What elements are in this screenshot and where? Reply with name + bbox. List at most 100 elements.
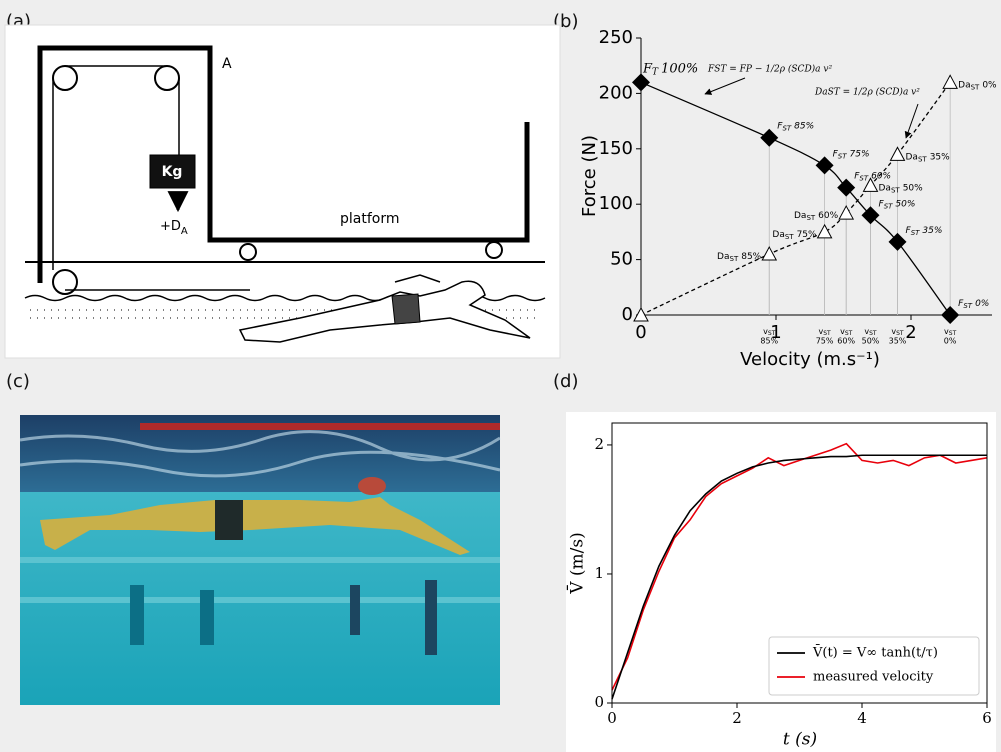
chart-bg bbox=[566, 412, 996, 752]
y-axis-label: V̄ (m/s) bbox=[565, 532, 587, 595]
label-part: F bbox=[642, 61, 653, 76]
diamond-marker bbox=[632, 73, 650, 92]
series-line bbox=[611, 454, 987, 700]
label-part: v bbox=[891, 327, 896, 336]
y-tick-label: 0 bbox=[622, 304, 633, 325]
ripples bbox=[19, 430, 501, 478]
label-part: 35% bbox=[922, 225, 942, 235]
point-label: DaST 0% bbox=[958, 80, 997, 92]
triangle-marker bbox=[816, 223, 833, 239]
lane-rope bbox=[140, 423, 500, 430]
arrow bbox=[904, 103, 919, 139]
label-part: ST bbox=[859, 175, 868, 183]
label-part: 100% bbox=[661, 61, 698, 76]
x-tick-label: 2 bbox=[732, 709, 742, 727]
v-axis-label: vST bbox=[763, 327, 776, 337]
frame bbox=[37, 45, 530, 283]
point-label: DaST 60% bbox=[794, 211, 839, 223]
triangle-marker bbox=[633, 306, 649, 322]
y-tick-label: 250 bbox=[599, 27, 633, 48]
triangle-marker bbox=[862, 177, 879, 192]
label-part: Da bbox=[879, 183, 891, 193]
v-axis-label: 85% bbox=[760, 337, 778, 346]
y-tick-label: 50 bbox=[610, 249, 633, 270]
tiles bbox=[20, 557, 500, 603]
x-axis-label: t (s) bbox=[783, 730, 817, 750]
lane-mark bbox=[425, 580, 437, 655]
y-tick-label: 200 bbox=[599, 82, 633, 103]
triangle-marker bbox=[889, 146, 906, 161]
diamond-marker bbox=[760, 128, 779, 147]
series-line bbox=[611, 442, 988, 691]
swimmer bbox=[40, 497, 470, 555]
label-part: ST bbox=[911, 229, 920, 237]
label-part: Da bbox=[794, 211, 806, 221]
label-part: ST bbox=[782, 125, 791, 133]
label-part: ST bbox=[730, 255, 739, 263]
label-part: 75% bbox=[797, 229, 817, 239]
label-part: F bbox=[906, 225, 912, 235]
point-label: FST 85% bbox=[777, 121, 814, 133]
label-part: ST bbox=[869, 330, 877, 337]
label-part: 85% bbox=[741, 252, 761, 262]
v-axis-label: 50% bbox=[862, 337, 880, 346]
water-dots bbox=[30, 309, 540, 319]
legend-label: measured velocity bbox=[813, 670, 934, 685]
chart-velocity: t (s) V̄ (m/s) 0 1 2 0 2 4 6 V̄(t) = V∞ tanh(t/… bbox=[565, 422, 992, 750]
annotation: FST = FP − 1/2ρ (SCD)a v² bbox=[707, 64, 832, 75]
v-axis-label: vST bbox=[864, 327, 877, 337]
label-part: F bbox=[854, 171, 860, 181]
label-part: v bbox=[864, 327, 869, 336]
label-part: 60% bbox=[818, 211, 838, 221]
label-part: ST bbox=[785, 233, 794, 241]
x-tick-label: 6 bbox=[982, 709, 992, 727]
y-tick-label: 1 bbox=[594, 564, 604, 582]
triangle-marker bbox=[942, 74, 958, 89]
point-label: DaST 85% bbox=[717, 252, 762, 264]
label-part: 60% bbox=[871, 171, 891, 181]
label-part: 50% bbox=[895, 199, 915, 209]
label-part: F bbox=[958, 299, 964, 309]
diamond-marker bbox=[888, 232, 907, 251]
label-part: T bbox=[652, 67, 659, 77]
label-part: v bbox=[944, 327, 949, 336]
lane-mark bbox=[200, 590, 214, 645]
label-part: v bbox=[763, 327, 768, 336]
label-part: Da bbox=[906, 152, 918, 162]
lane-mark bbox=[130, 585, 144, 645]
x-tick-label: 1 bbox=[770, 322, 781, 343]
triangle-marker bbox=[838, 205, 855, 220]
arrow bbox=[704, 77, 746, 95]
point-label: FST 75% bbox=[833, 149, 870, 161]
panel-label: (d) bbox=[553, 371, 578, 392]
v-axis-label: 0% bbox=[944, 337, 957, 346]
point-label: FT 100% bbox=[642, 61, 698, 77]
label-part: ST bbox=[918, 155, 927, 163]
v-axis-label: vST bbox=[944, 327, 957, 337]
x-tick-label: 0 bbox=[635, 322, 646, 343]
label-part: 0% bbox=[975, 299, 989, 309]
label-part: F bbox=[777, 121, 783, 131]
diagram-label: Kg bbox=[162, 164, 183, 180]
diamond-marker bbox=[941, 306, 960, 324]
point-label: DaST 50% bbox=[879, 183, 924, 195]
label-part: Da bbox=[958, 80, 970, 90]
panel-label: (c) bbox=[6, 371, 30, 392]
diagram bbox=[4, 24, 561, 359]
photo bbox=[19, 415, 501, 705]
triangle-marker bbox=[761, 246, 778, 261]
wheel bbox=[239, 243, 257, 261]
label-part: ST bbox=[823, 330, 831, 337]
y-axis-label: Force (N) bbox=[579, 135, 600, 217]
point-label: DaST 75% bbox=[772, 229, 817, 241]
y-tick-label: 2 bbox=[594, 435, 604, 453]
label-part: ST bbox=[896, 330, 904, 337]
diagram-label: +DA bbox=[160, 219, 188, 238]
v-axis-label: vST bbox=[840, 327, 853, 337]
diagram-label: platform bbox=[340, 211, 400, 227]
y-tick-label: 150 bbox=[599, 138, 633, 159]
label-part: ST bbox=[884, 202, 893, 210]
point-label: DaST 35% bbox=[906, 152, 951, 164]
point-label: FST 0% bbox=[958, 299, 989, 311]
